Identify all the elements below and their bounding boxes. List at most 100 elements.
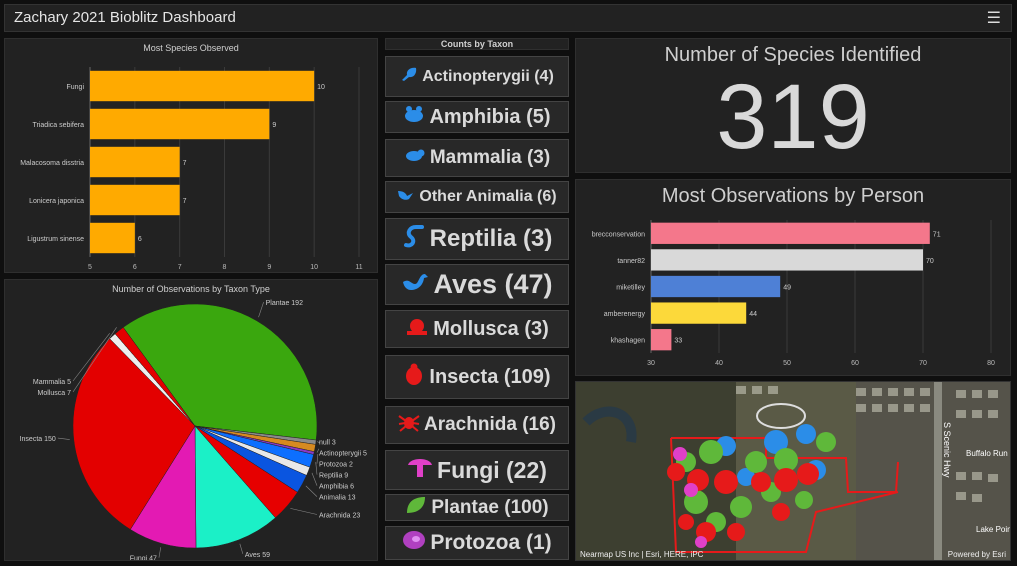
- category-label: amberenergy: [604, 311, 646, 318]
- bar: [651, 249, 923, 271]
- data-label: 10: [317, 84, 325, 91]
- slice-label: Amphibia 6: [319, 484, 354, 491]
- taxon-pie-chart: Plantae 192 null 3 Actinopterygii 5 Protozo…: [20, 300, 367, 560]
- bar: [90, 146, 180, 178]
- x-tick-label: 60: [851, 360, 859, 367]
- species-count-title: Number of Species Identified: [664, 44, 922, 66]
- data-label: 49: [783, 285, 791, 292]
- taxon-label: Actinopterygii (4): [422, 67, 554, 85]
- slice-label: Plantae 192: [266, 300, 303, 307]
- data-label: 71: [933, 231, 941, 238]
- taxon-button-amphibia[interactable]: Amphibia (5): [385, 101, 569, 133]
- label-leader-line: [72, 333, 110, 382]
- label-leader-line: [316, 441, 320, 444]
- category-label: tanner82: [617, 258, 645, 265]
- category-label: Lonicera japonica: [29, 198, 84, 205]
- taxon-button-aves[interactable]: Aves (47): [385, 264, 569, 305]
- bar: [90, 70, 315, 102]
- taxon-button-insecta[interactable]: Insecta (109): [385, 355, 569, 399]
- mammal-icon: [404, 147, 426, 169]
- bar: [90, 184, 180, 216]
- taxon-label: Aves (47): [433, 269, 553, 299]
- frog-icon: [403, 104, 425, 130]
- bird-icon: [401, 268, 429, 301]
- slice-label: Reptilia 9: [319, 473, 348, 480]
- pie-slice: [72, 338, 196, 530]
- map-canvas[interactable]: S Scenic Hwy Buffalo Run Lake Pointe: [576, 382, 1011, 561]
- label-leader-line: [258, 302, 264, 318]
- data-label: 6: [138, 236, 142, 243]
- label-leader-line: [158, 547, 162, 558]
- mushroom-icon: [407, 455, 433, 485]
- pie-slice: [114, 327, 196, 427]
- taxon-label: Arachnida (16): [424, 414, 556, 435]
- taxon-button-arachnida[interactable]: Arachnida (16): [385, 406, 569, 444]
- x-tick-label: 9: [267, 264, 271, 271]
- pie-chart-title: Number of Observations by Taxon Type: [112, 284, 270, 294]
- slice-label: Aves 59: [245, 552, 270, 559]
- label-leader-line: [239, 543, 244, 554]
- map-road-label: Lake Pointe: [976, 525, 1011, 534]
- category-label: Malacosoma disstria: [20, 160, 84, 167]
- slice-label: Insecta 150: [20, 436, 56, 443]
- taxon-button-fungi[interactable]: Fungi (22): [385, 450, 569, 490]
- x-tick-label: 11: [355, 264, 362, 271]
- snake-icon: [402, 223, 426, 256]
- category-label: Fungi: [66, 84, 84, 91]
- taxon-button-plantae[interactable]: Plantae (100): [385, 494, 569, 521]
- leaf-icon: [405, 495, 427, 521]
- taxon-button-actinopterygii[interactable]: Actinopterygii (4): [385, 56, 569, 97]
- map-road-label: S Scenic Hwy: [942, 422, 952, 478]
- taxon-pie-panel: Number of Observations by Taxon Type Pla…: [4, 279, 378, 561]
- map-attribution: Nearmap US Inc | Esri, HERE, iPC: [580, 550, 704, 559]
- label-leader-line: [316, 453, 319, 464]
- taxon-button-other-animalia[interactable]: Other Animalia (6): [385, 181, 569, 213]
- data-label: 7: [183, 160, 187, 167]
- slice-label: Animalia 13: [319, 495, 356, 502]
- label-leader-line: [57, 437, 70, 440]
- taxon-label: Fungi (22): [437, 456, 547, 483]
- slice-label: Mammalia 5: [33, 379, 71, 386]
- taxon-label: Mammalia (3): [429, 147, 551, 168]
- data-label: 9: [272, 122, 276, 129]
- taxon-button-protozoa[interactable]: Protozoa (1): [385, 526, 569, 560]
- x-tick-label: 30: [647, 360, 655, 367]
- bar: [90, 108, 270, 140]
- taxon-label: Insecta (109): [429, 365, 551, 388]
- taxon-button-mammalia[interactable]: Mammalia (3): [385, 139, 569, 177]
- label-leader-line: [311, 472, 318, 486]
- data-label: 70: [926, 258, 934, 265]
- category-label: Ligustrum sinense: [27, 236, 84, 243]
- x-tick-label: 8: [223, 264, 227, 271]
- label-leader-line: [290, 508, 318, 515]
- dashboard-header: Zachary 2021 Bioblitz Dashboard ☰: [4, 4, 1012, 32]
- x-tick-label: 10: [310, 264, 318, 271]
- label-leader-line: [72, 327, 117, 393]
- slice-label: Fungi 47: [130, 556, 157, 560]
- taxon-button-mollusca[interactable]: Mollusca (3): [385, 310, 569, 348]
- species-chart-title: Most Species Observed: [143, 43, 239, 53]
- slice-label: Mollusca 7: [38, 390, 72, 397]
- taxon-list-title: Counts by Taxon: [440, 39, 514, 49]
- taxon-label: Amphibia (5): [429, 105, 551, 128]
- category-label: khashagen: [611, 338, 645, 345]
- spider-icon: [398, 412, 420, 438]
- taxon-button-reptilia[interactable]: Reptilia (3): [385, 218, 569, 260]
- label-leader-line: [315, 462, 318, 475]
- snail-icon: [405, 316, 429, 342]
- taxon-label: Other Animalia (6): [419, 188, 557, 205]
- map-road-label: Buffalo Run: [966, 449, 1008, 458]
- map-powered-by[interactable]: Powered by Esri: [947, 550, 1006, 559]
- data-label: 44: [749, 311, 757, 318]
- bar: [651, 275, 781, 298]
- pie-slice: [122, 303, 318, 441]
- label-leader-line: [316, 448, 320, 453]
- species-count-panel: Number of Species Identified 319: [575, 38, 1011, 173]
- hamburger-menu-icon[interactable]: ☰: [986, 10, 1001, 27]
- observation-map[interactable]: S Scenic Hwy Buffalo Run Lake Pointe Nea…: [575, 381, 1011, 561]
- x-tick-label: 6: [133, 264, 137, 271]
- bar: [651, 302, 747, 324]
- beetle-icon: [403, 362, 425, 392]
- category-label: brecconservation: [592, 231, 645, 238]
- bird-icon: [397, 187, 415, 208]
